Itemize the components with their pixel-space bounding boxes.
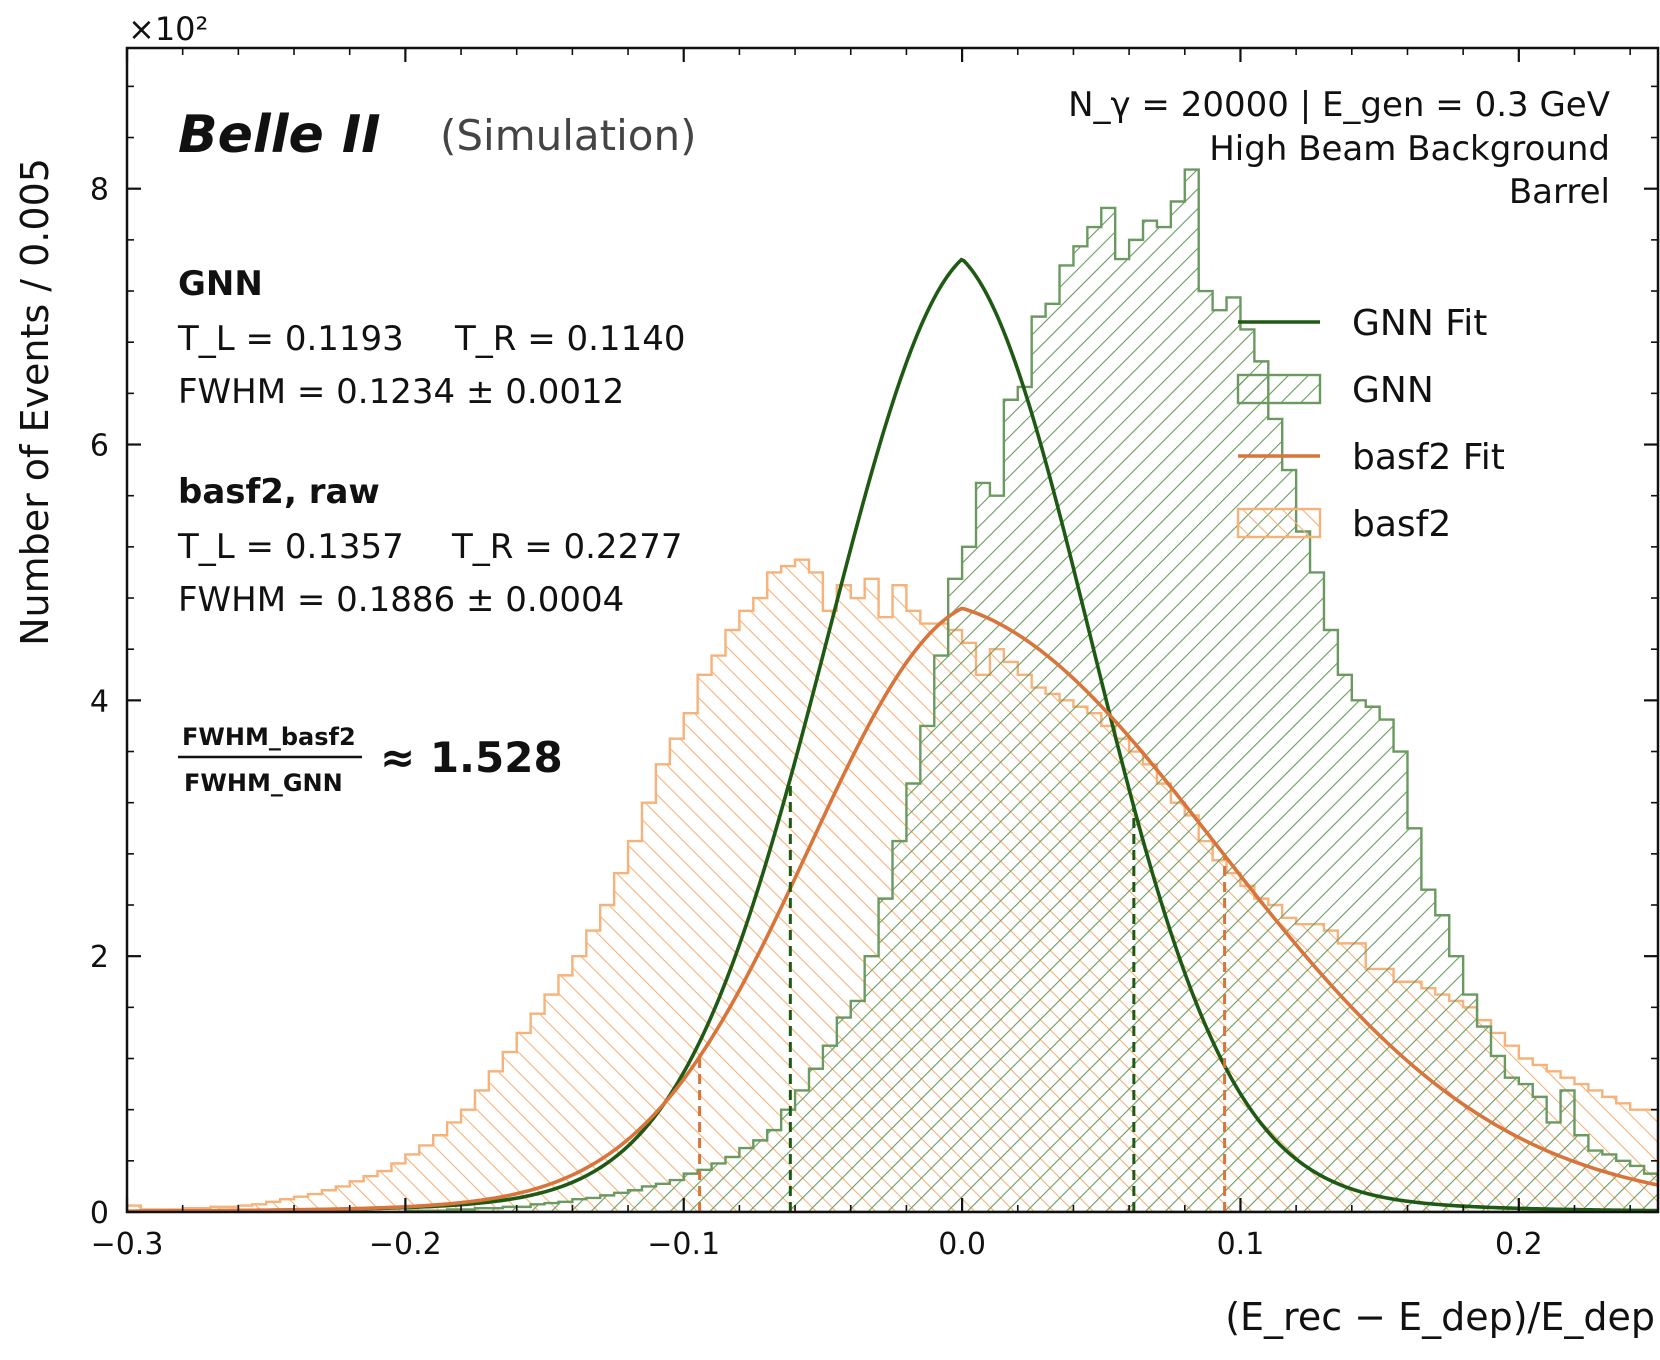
legend-label-gnn: GNN	[1352, 370, 1434, 411]
y-tick-label: 0	[90, 1196, 109, 1231]
basf2-stats-tl: T_L = 0.1357	[177, 527, 404, 567]
gnn-stats-tl: T_L = 0.1193	[177, 319, 404, 359]
ratio-denominator: FWHM_GNN	[184, 769, 343, 797]
x-tick-label: −0.2	[369, 1227, 442, 1262]
y-tick-label: 6	[90, 429, 109, 464]
y-axis-title: Number of Events / 0.005	[13, 158, 57, 646]
experiment-label: Belle II	[178, 105, 381, 165]
info-line-2: High Beam Background	[1209, 129, 1610, 169]
legend: GNN Fit GNN basf2 Fit basf2	[1236, 303, 1505, 545]
basf2-stats-fwhm: FWHM = 0.1886 ± 0.0004	[178, 580, 624, 620]
ticks: −0.3 −0.2 −0.1 0.0 0.1 0.2 0 2 4 6 8	[90, 48, 1658, 1262]
plot-area	[127, 168, 1658, 1212]
legend-swatch-basf2	[1236, 507, 1322, 539]
hist-outline-gnn	[127, 168, 1658, 1212]
y-tick-label: 8	[90, 173, 109, 208]
basf2-stats-tr: T_R = 0.2277	[451, 527, 682, 567]
legend-label-basf2-fit: basf2 Fit	[1352, 437, 1505, 478]
ratio-value: ≈ 1.528	[380, 733, 563, 782]
x-tick-label: 0.1	[1217, 1227, 1265, 1262]
basf2-stats-title: basf2, raw	[178, 472, 380, 512]
gnn-stats-fwhm: FWHM = 0.1234 ± 0.0012	[178, 372, 624, 412]
gnn-stats-tr: T_R = 0.1140	[454, 319, 685, 359]
gnn-stats-title: GNN	[178, 264, 263, 304]
x-axis-title: (E_rec − E_dep)/E_dep	[1225, 1295, 1655, 1339]
legend-label-gnn-fit: GNN Fit	[1352, 303, 1487, 344]
x-tick-label: −0.1	[647, 1227, 720, 1262]
legend-swatch-gnn	[1236, 373, 1322, 405]
y-tick-label: 4	[90, 684, 109, 719]
fit-curve-basf2-fit	[127, 606, 1658, 1212]
axes-frame	[125, 46, 1660, 1214]
ratio-numerator: FWHM_basf2	[182, 723, 356, 751]
experiment-sublabel: (Simulation)	[440, 111, 697, 160]
x-tick-label: 0.0	[938, 1227, 986, 1262]
x-tick-label: 0.2	[1495, 1227, 1543, 1262]
info-line-1: N_γ = 20000 | E_gen = 0.3 GeV	[1068, 85, 1610, 125]
hist-fill-gnn	[127, 169, 1658, 1212]
y-axis-multiplier: ×10²	[128, 10, 208, 48]
y-tick-label: 2	[90, 940, 109, 975]
legend-label-basf2: basf2	[1352, 504, 1451, 545]
x-tick-label: −0.3	[91, 1227, 164, 1262]
info-line-3: Barrel	[1509, 172, 1610, 212]
